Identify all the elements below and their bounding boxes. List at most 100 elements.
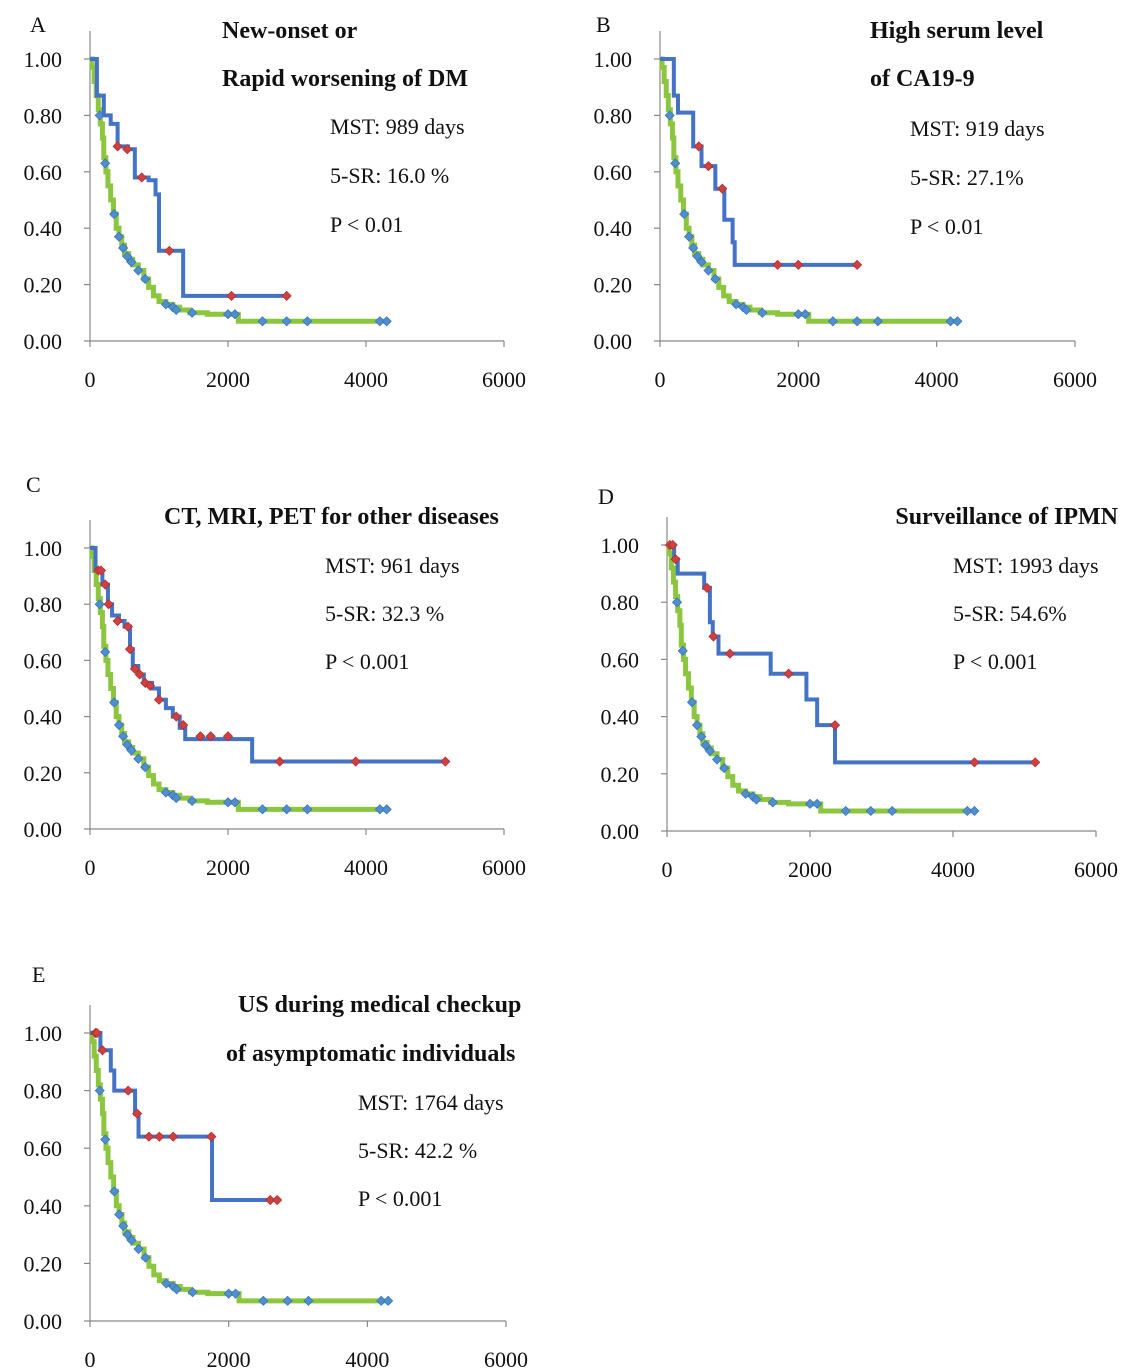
censor-marker xyxy=(126,1235,137,1246)
censor-marker xyxy=(161,1278,172,1289)
km-curve xyxy=(89,545,387,812)
y-tick-label: 0.40 xyxy=(24,705,63,730)
censor-marker xyxy=(187,307,198,318)
censor-marker xyxy=(887,805,898,817)
censor-marker xyxy=(865,805,876,817)
censor-marker xyxy=(223,1288,234,1299)
censor-marker xyxy=(257,804,268,815)
censor-marker xyxy=(153,694,165,705)
km-curve xyxy=(666,542,975,814)
km-curve xyxy=(90,57,287,298)
censor-marker xyxy=(671,597,683,608)
censor-marker xyxy=(664,110,675,121)
y-tick-label: 0.40 xyxy=(601,705,640,730)
censor-marker xyxy=(144,680,156,691)
censor-marker xyxy=(704,745,715,756)
x-tick-label: 0 xyxy=(85,855,96,880)
censor-marker xyxy=(94,1085,105,1096)
censor-marker xyxy=(140,273,151,285)
censor-marker xyxy=(171,711,182,722)
censor-marker xyxy=(700,740,711,751)
censor-marker xyxy=(711,754,723,765)
censor-marker xyxy=(100,1134,111,1145)
censor-marker xyxy=(696,256,707,268)
y-tick-label: 0.00 xyxy=(24,817,63,842)
censor-marker xyxy=(113,719,125,731)
censor-marker xyxy=(133,265,144,276)
censor-marker xyxy=(122,251,133,262)
km-series xyxy=(90,1027,283,1206)
y-tick-label: 0.60 xyxy=(601,647,640,672)
panel-a: A New-onset or Rapid worsening of DM MST: 9… xyxy=(24,12,527,392)
censor-marker xyxy=(222,797,234,808)
y-tick-label: 0.80 xyxy=(24,103,63,128)
censor-marker xyxy=(281,804,292,815)
censor-marker xyxy=(374,316,385,327)
panel-letter: E xyxy=(32,962,45,987)
censor-marker xyxy=(852,316,863,327)
censor-marker xyxy=(691,720,703,731)
censor-marker xyxy=(945,316,956,327)
censor-marker xyxy=(374,804,385,815)
panel-title-line: Rapid worsening of DM xyxy=(222,66,468,92)
panel-d: D Surveillance of IPMN MST: 1993 days 5-SR:… xyxy=(598,484,1119,882)
y-tick-label: 0.20 xyxy=(24,273,63,298)
x-tick-label: 0 xyxy=(85,1347,96,1372)
panel-letter: D xyxy=(598,484,614,509)
censor-marker xyxy=(164,245,175,256)
panel-title-line: US during medical checkup xyxy=(238,992,521,1018)
censor-marker xyxy=(383,1295,394,1306)
censor-marker xyxy=(124,644,136,655)
censor-marker xyxy=(109,209,120,220)
censor-marker xyxy=(376,1295,387,1306)
stat-label: 5-SR: 42.2 % xyxy=(358,1138,477,1163)
y-tick-label: 0.60 xyxy=(594,160,633,185)
censor-marker xyxy=(258,1295,269,1306)
x-tick-label: 0 xyxy=(85,367,96,392)
y-tick-label: 0.40 xyxy=(594,216,633,241)
panel-title-line: of asymptomatic individuals xyxy=(226,1041,515,1067)
censor-marker xyxy=(800,309,811,320)
censor-marker xyxy=(1030,757,1041,768)
censor-marker xyxy=(677,645,688,656)
x-tick-label: 4000 xyxy=(344,855,388,880)
y-tick-label: 0.20 xyxy=(24,1251,63,1276)
censor-marker xyxy=(703,161,714,172)
stat-label: 5-SR: 32.3 % xyxy=(325,601,444,626)
censor-marker xyxy=(686,697,698,708)
y-tick-label: 0.00 xyxy=(24,329,63,354)
censor-marker xyxy=(381,316,392,327)
censor-marker xyxy=(109,1186,120,1197)
x-tick-label: 6000 xyxy=(484,1347,528,1372)
y-tick-label: 0.60 xyxy=(24,1136,63,1161)
censor-marker xyxy=(693,141,704,152)
censor-marker xyxy=(109,697,120,708)
censor-marker xyxy=(95,565,107,576)
censor-marker xyxy=(171,1284,182,1295)
censor-marker xyxy=(94,599,105,610)
panel-title-line: of CA19-9 xyxy=(870,66,975,92)
censor-marker xyxy=(772,259,783,270)
censor-marker xyxy=(692,251,703,262)
censor-marker xyxy=(118,731,129,742)
censor-marker xyxy=(171,304,182,316)
censor-marker xyxy=(701,582,713,593)
x-tick-label: 4000 xyxy=(915,367,959,392)
censor-marker xyxy=(962,805,973,817)
censor-marker xyxy=(740,788,751,799)
censor-marker xyxy=(303,1295,314,1306)
panel-title-line: High serum level xyxy=(870,18,1044,44)
censor-marker xyxy=(140,762,151,773)
stat-label: MST: 1993 days xyxy=(953,553,1099,578)
y-tick-label: 0.40 xyxy=(24,216,63,241)
censor-marker xyxy=(178,719,189,731)
y-tick-label: 0.20 xyxy=(594,273,633,298)
censor-marker xyxy=(143,1131,154,1142)
panel-letter: C xyxy=(26,472,41,497)
censor-marker xyxy=(226,290,237,301)
censor-marker xyxy=(827,316,838,327)
y-tick-label: 1.00 xyxy=(24,1021,63,1046)
y-tick-label: 1.00 xyxy=(24,47,63,72)
y-tick-label: 0.40 xyxy=(24,1194,63,1219)
censor-marker xyxy=(708,631,719,642)
